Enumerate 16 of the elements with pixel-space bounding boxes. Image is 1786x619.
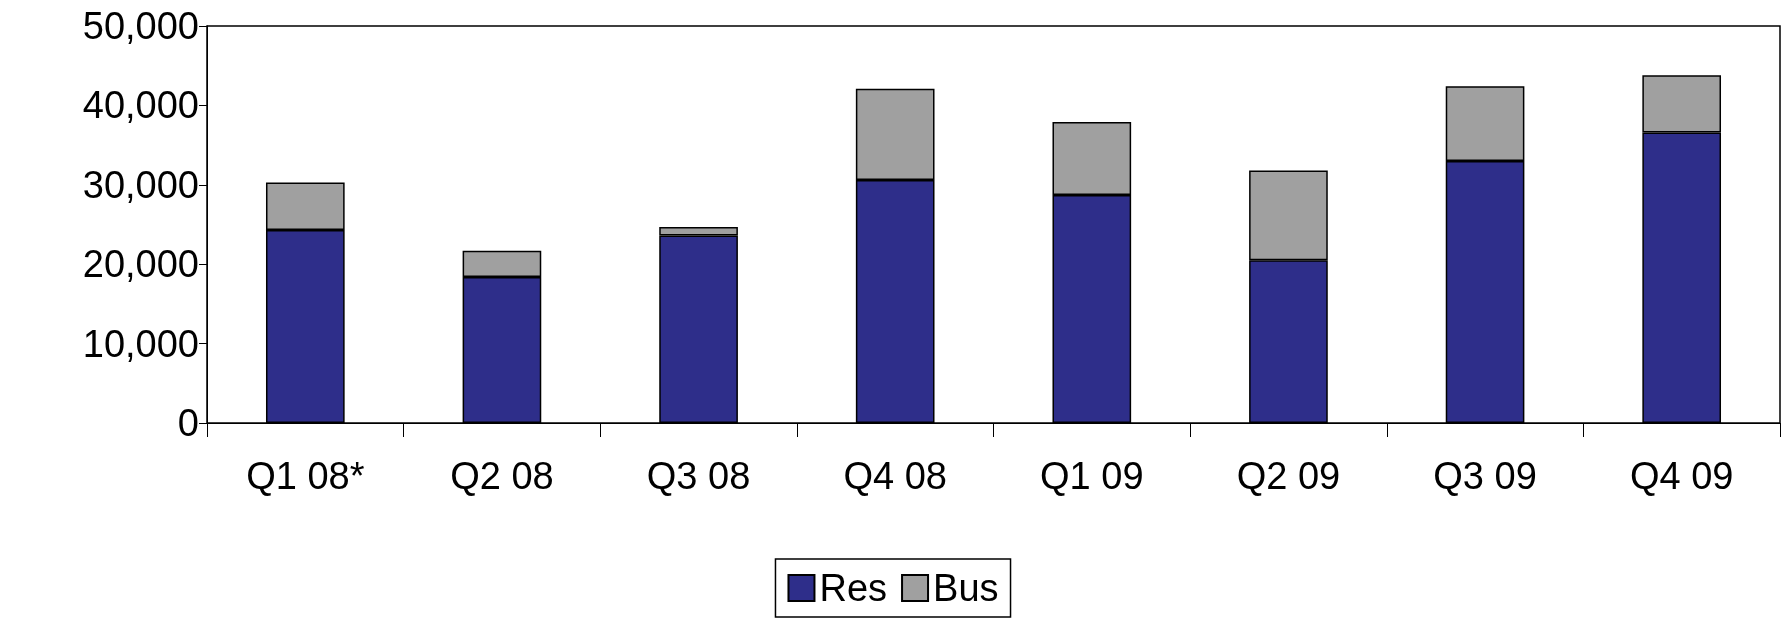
y-tick-label: 20,000 — [82, 243, 199, 286]
legend-label: Res — [819, 567, 888, 609]
x-tick-label: Q3 09 — [1433, 455, 1537, 497]
y-tick-label: 10,000 — [82, 322, 199, 365]
legend-label: Bus — [933, 567, 999, 609]
y-tick-label: 50,000 — [82, 5, 199, 47]
x-tick-label: Q2 08 — [450, 455, 554, 497]
x-tick-label: Q1 08* — [246, 455, 365, 497]
x-tick-label: Q4 09 — [1629, 455, 1734, 497]
y-tick-label: 0 — [177, 402, 199, 444]
y-tick-label: 40,000 — [82, 84, 199, 127]
x-tick-label: Q2 09 — [1236, 455, 1341, 497]
y-tick-label: 30,000 — [82, 163, 199, 206]
x-tick-label: Q4 08 — [843, 455, 947, 497]
x-tick-label: Q3 08 — [646, 455, 751, 497]
x-tick-label: Q1 09 — [1040, 455, 1144, 497]
